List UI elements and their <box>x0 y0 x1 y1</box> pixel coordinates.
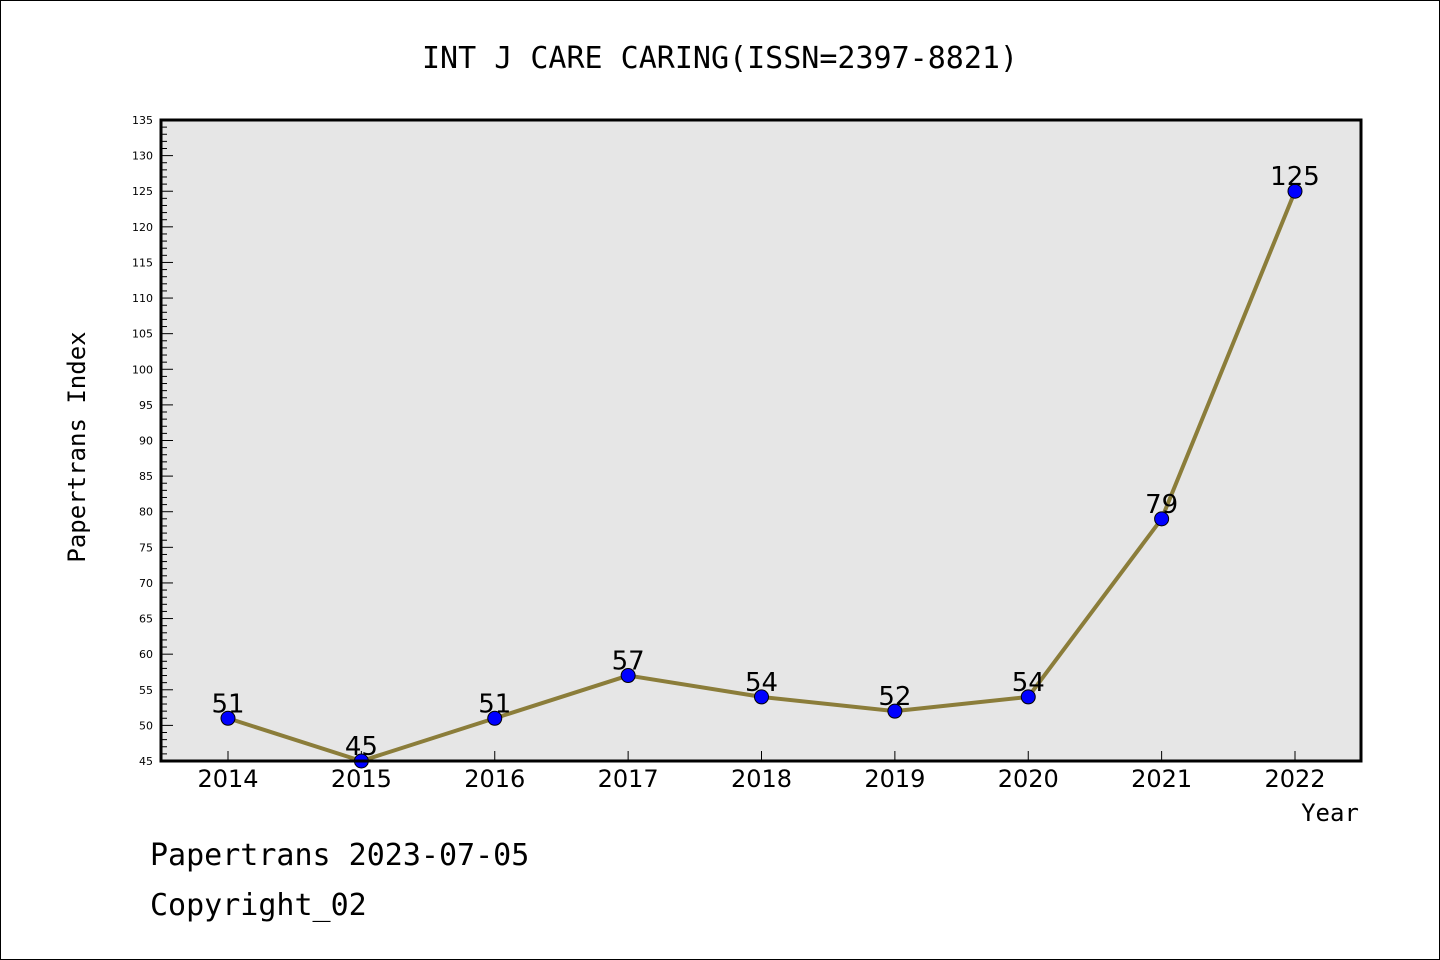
y-tick-label: 55 <box>139 684 153 697</box>
y-tick-label: 65 <box>139 613 153 626</box>
series-line-group <box>220 183 1303 769</box>
data-point-marker <box>620 668 636 684</box>
y-axis-label: Papertrans Index <box>63 331 91 562</box>
x-tick-label: 2018 <box>731 765 792 793</box>
data-label-group: 51 45 51 57 54 52 54 79 125 <box>211 162 1319 762</box>
x-axis-label: Year <box>1301 799 1359 827</box>
data-label: 51 <box>478 689 511 719</box>
y-tick-label: 120 <box>132 221 153 234</box>
data-label: 79 <box>1145 490 1178 520</box>
y-tick-label: 70 <box>139 577 153 590</box>
data-point-marker <box>1287 183 1303 199</box>
data-label: 45 <box>345 732 378 762</box>
y-tick-label: 75 <box>139 541 153 554</box>
plot-border <box>159 118 1363 763</box>
x-tick-label: 2019 <box>864 765 925 793</box>
y-tick-label: 60 <box>139 648 153 661</box>
y-axis-ticks: 45 50 55 60 65 70 75 80 85 90 95 100 105 110 115 120 125… <box>132 114 173 768</box>
plot-area <box>161 120 1361 761</box>
y-tick-label: 110 <box>132 292 153 305</box>
y-tick-label: 125 <box>132 185 153 198</box>
data-point-marker <box>887 703 903 719</box>
x-tick-label: 2014 <box>197 765 258 793</box>
y-tick-label: 135 <box>132 114 153 127</box>
data-label: 54 <box>745 668 778 698</box>
data-point-marker <box>487 710 503 726</box>
x-tick-label: 2021 <box>1131 765 1192 793</box>
data-label: 51 <box>211 689 244 719</box>
x-tick-label: 2020 <box>998 765 1059 793</box>
x-tick-label: 2022 <box>1264 765 1325 793</box>
x-tick-label: 2017 <box>598 765 659 793</box>
x-tick-label: 2015 <box>331 765 392 793</box>
y-tick-label: 95 <box>139 399 153 412</box>
data-label: 57 <box>612 647 645 677</box>
y-tick-label: 90 <box>139 435 153 448</box>
data-point-marker <box>220 710 236 726</box>
y-tick-label: 50 <box>139 719 153 732</box>
chart-title: INT J CARE CARING(ISSN=2397-8821) <box>422 41 1018 76</box>
data-label: 54 <box>1012 668 1045 698</box>
x-axis-ticks: 2014 2015 2016 2017 2018 2019 2020 2021 2022 <box>197 751 1326 793</box>
data-point-marker <box>1020 689 1036 705</box>
data-point-marker <box>1154 511 1170 527</box>
data-label: 125 <box>1270 162 1320 192</box>
y-tick-label: 85 <box>139 470 153 483</box>
y-tick-label: 80 <box>139 506 153 519</box>
data-point-marker <box>754 689 769 705</box>
x-tick-label: 2016 <box>464 765 525 793</box>
y-tick-label: 130 <box>132 150 153 163</box>
footer-copyright: Copyright_02 <box>150 888 367 923</box>
data-label: 52 <box>878 682 911 712</box>
y-tick-label: 115 <box>132 256 153 269</box>
y-tick-label: 45 <box>139 755 153 768</box>
y-tick-label: 100 <box>132 363 153 376</box>
footer-date: Papertrans 2023-07-05 <box>150 838 529 873</box>
y-tick-label: 105 <box>132 328 153 341</box>
